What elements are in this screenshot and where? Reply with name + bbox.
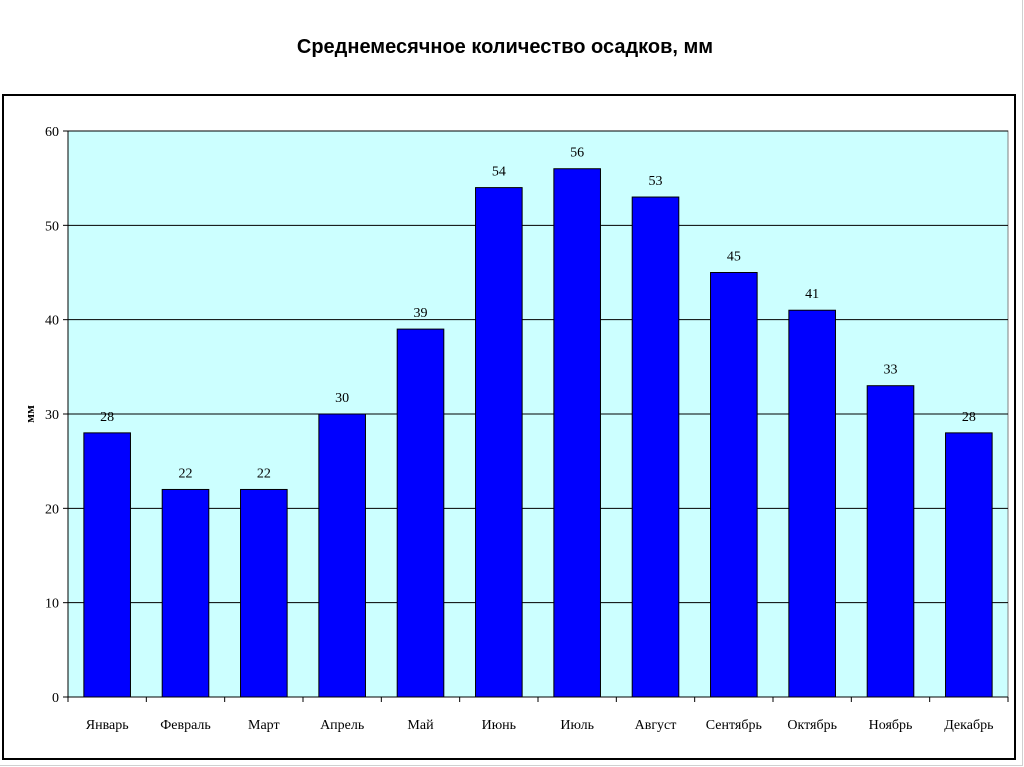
bar <box>788 309 836 698</box>
data-label: 53 <box>649 174 663 189</box>
y-tick-label: 10 <box>45 597 59 612</box>
bar <box>553 168 601 698</box>
chart-title: Среднемесячное количество осадков, мм <box>296 36 714 58</box>
data-label: 33 <box>884 363 898 378</box>
y-tick-label: 30 <box>45 408 59 423</box>
x-category-label: Июль <box>560 718 594 733</box>
data-label: 41 <box>805 287 819 302</box>
y-tick-label: 0 <box>52 691 59 706</box>
chart-area-border <box>2 94 1016 760</box>
x-category-label: Апрель <box>320 718 364 733</box>
x-category-label: Март <box>248 718 280 733</box>
y-tick-label: 50 <box>45 219 59 234</box>
data-label: 28 <box>100 410 114 425</box>
bar <box>318 413 366 698</box>
data-label: 22 <box>179 466 193 481</box>
y-tick-label: 60 <box>45 125 59 140</box>
data-label: 54 <box>492 165 506 180</box>
y-tick-label: 20 <box>45 502 59 517</box>
bar <box>710 272 758 698</box>
x-category-label: Август <box>635 718 677 733</box>
x-category-label: Октябрь <box>787 718 837 733</box>
x-category-label: Январь <box>86 718 129 733</box>
x-category-label: Декабрь <box>944 718 993 733</box>
bar <box>161 488 210 698</box>
bar <box>240 488 288 698</box>
x-category-label: Май <box>407 718 434 733</box>
y-tick-labels: 0 10 20 30 40 50 60 <box>45 125 59 706</box>
bar <box>83 432 131 698</box>
data-label: 22 <box>257 466 271 481</box>
x-category-label: Сентябрь <box>706 718 762 733</box>
data-label: 56 <box>570 146 584 161</box>
gridlines <box>68 130 1008 604</box>
x-category-label: Июнь <box>482 718 516 733</box>
bar <box>631 196 680 698</box>
bar <box>945 432 993 698</box>
bar <box>866 385 915 698</box>
bar <box>396 328 445 698</box>
data-label: 28 <box>962 410 976 425</box>
x-category-labels: Январь Февраль Март Апрель Май Июнь Июль Август… <box>86 718 994 733</box>
y-axis-label: мм <box>22 405 37 423</box>
bars <box>83 168 993 698</box>
data-labels: 28 22 22 30 39 54 56 53 45 41 33 28 <box>100 146 976 482</box>
data-label: 45 <box>727 250 741 265</box>
y-tick-label: 40 <box>45 314 59 329</box>
data-label: 39 <box>414 306 428 321</box>
data-label: 30 <box>335 391 349 406</box>
x-category-label: Ноябрь <box>869 718 913 733</box>
axes <box>63 130 1009 702</box>
x-category-label: Февраль <box>160 718 211 733</box>
bar <box>475 187 523 698</box>
